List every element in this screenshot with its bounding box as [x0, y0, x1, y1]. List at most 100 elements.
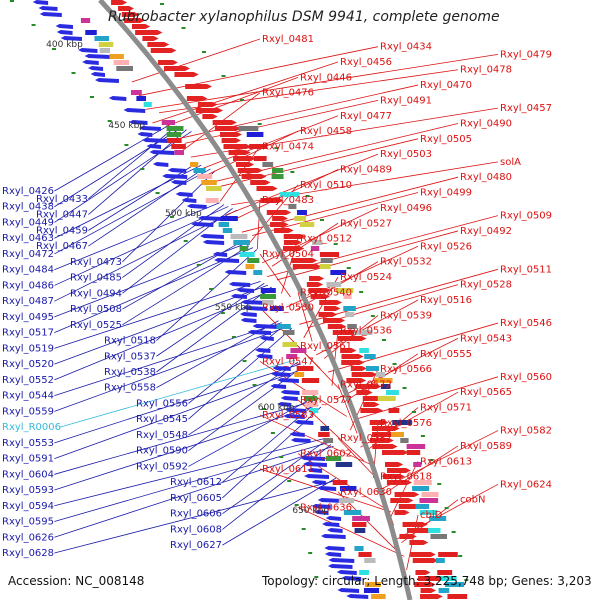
gene-label: Rxyl_0434: [380, 42, 432, 53]
forward-gene-arrow: [142, 36, 159, 41]
feature-tick: [52, 48, 57, 50]
gene-label: Rxyl_0467: [36, 241, 88, 252]
reverse-gene-arrow: [270, 384, 287, 389]
gene-annotation-tile: [364, 354, 376, 359]
gene-label: Rxyl_0527: [340, 218, 392, 229]
reverse-gene-arrow: [320, 534, 346, 539]
reverse-gene-arrow: [311, 504, 331, 509]
label-leader-line: [259, 468, 391, 513]
label-leader-line: [54, 206, 229, 286]
reverse-gene-arrow: [337, 588, 360, 593]
gene-label: Rxyl_0559: [2, 406, 54, 417]
gene-annotation-tile: [344, 312, 355, 317]
genome-summary-text: Topology: circular; Length: 3,225,748 bp…: [262, 574, 592, 588]
reverse-gene-arrow: [88, 66, 104, 71]
feature-tick: [320, 219, 324, 221]
forward-gene-arrow: [390, 498, 414, 503]
gene-annotation-tile: [239, 252, 255, 257]
gene-label: Rxyl_0613: [420, 456, 472, 467]
reverse-gene-arrow: [162, 174, 188, 179]
gene-label: Rxyl_0566: [380, 364, 432, 375]
gene-label: Rxyl_0492: [460, 226, 512, 237]
reverse-gene-arrow: [94, 78, 119, 83]
reverse-gene-arrow: [341, 576, 362, 581]
gene-annotation-tile: [249, 144, 268, 149]
reverse-gene-arrow: [55, 24, 73, 29]
reverse-gene-arrow: [78, 48, 98, 53]
forward-gene-arrow: [274, 228, 294, 233]
gene-label: Rxyl_0447: [36, 210, 88, 221]
label-leader-line: [297, 506, 405, 557]
reverse-gene-arrow: [240, 318, 257, 323]
feature-tick: [270, 432, 275, 434]
reverse-gene-arrow: [304, 474, 330, 479]
forward-gene-arrow: [355, 384, 382, 389]
gene-annotation-tile: [296, 366, 314, 371]
gene-label: Rxyl_0571: [420, 403, 472, 414]
reverse-gene-arrow: [123, 108, 146, 113]
gene-label: Rxyl_0433: [36, 194, 88, 205]
gene-label: Rxyl_0572: [340, 379, 392, 390]
gene-label: Rxyl_0553: [2, 438, 54, 449]
forward-gene-arrow: [272, 216, 289, 221]
reverse-gene-arrow: [328, 558, 355, 563]
reverse-gene-arrow: [141, 138, 168, 143]
forward-gene-arrow: [382, 474, 405, 479]
gene-label: Rxyl_0556: [136, 398, 188, 409]
gene-annotation-tile: [260, 294, 277, 299]
reverse-gene-arrow: [224, 270, 247, 275]
forward-gene-arrow: [322, 318, 346, 323]
label-leader-line: [171, 84, 419, 141]
label-leader-line: [59, 359, 296, 428]
gene-annotation-tile: [304, 396, 317, 401]
gene-label: Rxyl_0478: [460, 65, 512, 76]
gene-annotation-tile: [388, 408, 400, 413]
forward-gene-arrow: [346, 378, 367, 383]
gene-label: Rxyl_0496: [380, 203, 432, 214]
reverse-gene-arrow: [241, 300, 267, 305]
gene-label: Rxyl_0491: [380, 95, 432, 106]
gene-label: Rxyl_0605: [170, 493, 222, 504]
gene-label: Rxyl_0538: [104, 367, 156, 378]
forward-gene-arrow: [186, 96, 208, 101]
forward-gene-arrow: [150, 48, 177, 53]
feature-tick: [107, 120, 112, 122]
label-leader-line: [54, 479, 339, 554]
forward-gene-arrow: [241, 174, 267, 179]
gene-annotation-tile: [447, 594, 468, 599]
gene-annotation-tile: [336, 288, 354, 293]
feature-tick: [444, 507, 449, 509]
forward-gene-arrow: [360, 408, 383, 413]
forward-gene-arrow: [369, 438, 394, 443]
gene-label: Rxyl_0485: [70, 273, 122, 284]
gene-label: Rxyl_0473: [70, 257, 122, 268]
label-leader-line: [335, 338, 459, 400]
reverse-gene-arrow: [252, 324, 279, 329]
gene-label: Rxyl_0472: [2, 249, 54, 260]
forward-gene-arrow: [283, 240, 303, 245]
gene-annotation-tile: [319, 264, 331, 269]
label-leader-line: [122, 170, 216, 263]
feature-tick: [90, 96, 95, 98]
gene-annotation-tile: [230, 234, 248, 239]
reverse-gene-arrow: [149, 150, 175, 155]
gene-annotation-tile: [260, 288, 276, 293]
gene-annotation-tile: [392, 420, 412, 425]
feature-tick: [71, 72, 76, 74]
label-leader-line: [156, 249, 258, 341]
gene-annotation-tile: [440, 576, 457, 581]
gene-annotation-tile: [365, 366, 379, 371]
label-leader-line: [165, 77, 299, 127]
feature-tick: [382, 339, 386, 341]
gene-annotation-tile: [347, 324, 357, 329]
gene-annotation-tile: [429, 516, 447, 521]
reverse-gene-arrow: [108, 96, 127, 101]
gene-annotation-tile: [412, 486, 430, 491]
gene-annotation-tile: [343, 294, 352, 299]
reverse-gene-arrow: [285, 408, 306, 413]
forward-gene-arrow: [260, 198, 284, 203]
gene-annotation-tile: [245, 264, 255, 269]
gene-label: Rxyl_0524: [340, 272, 392, 283]
feature-tick: [429, 459, 434, 461]
gene-annotation-tile: [364, 582, 381, 587]
